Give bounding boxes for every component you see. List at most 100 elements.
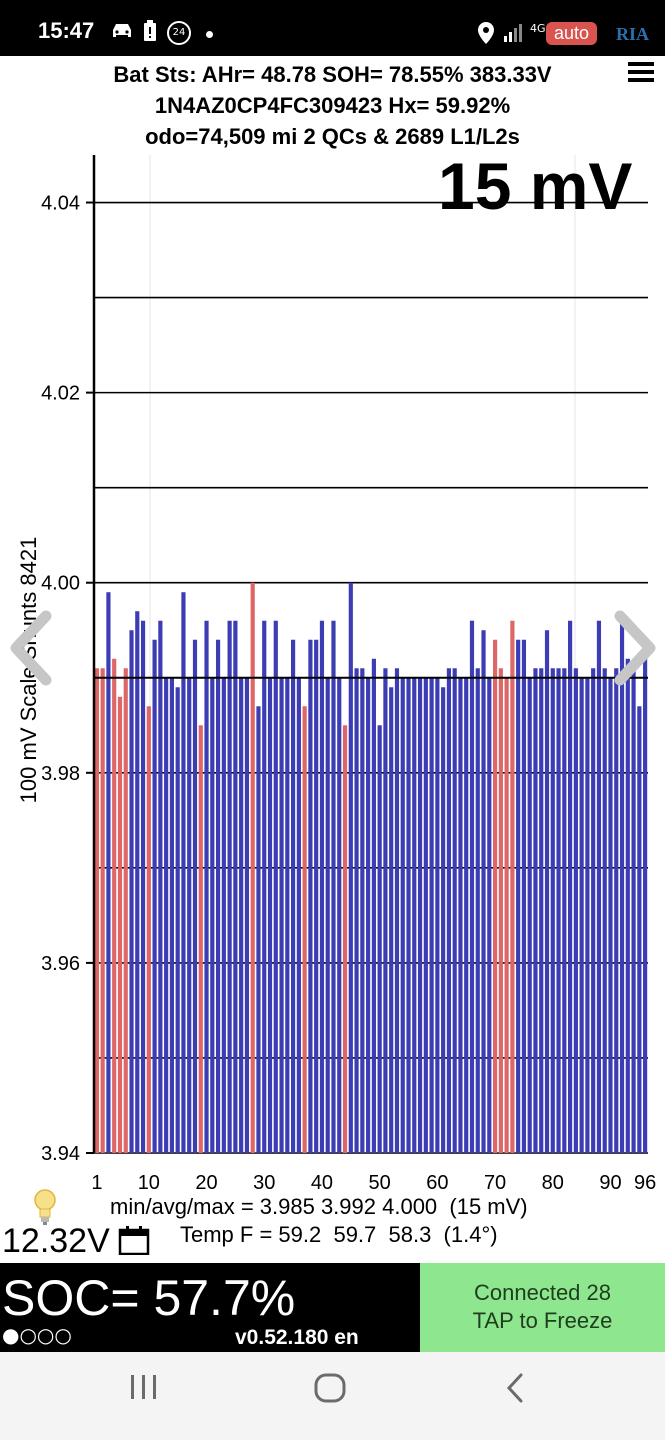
- bar-cell-75: [521, 639, 527, 1153]
- x-tick-label: 80: [542, 1172, 564, 1194]
- bar-cell-19: [198, 725, 203, 1153]
- x-tick-label: 1: [91, 1172, 102, 1194]
- bar-cell-30: [262, 620, 267, 1153]
- bar-cell-17: [187, 677, 192, 1153]
- bar-cell-31: [267, 677, 273, 1153]
- bar-cell-85: [579, 677, 584, 1153]
- signal-icon: [503, 24, 523, 47]
- bar-cell-53: [394, 668, 400, 1153]
- x-tick-label: 50: [369, 1172, 391, 1194]
- bar-cell-50: [377, 725, 382, 1153]
- bar-cell-18: [192, 639, 198, 1153]
- x-tick-label: 30: [253, 1172, 275, 1194]
- bar-cell-89: [602, 668, 607, 1153]
- bar-cell-42: [331, 620, 336, 1153]
- battery-alert-icon: [143, 20, 157, 47]
- freeze-button[interactable]: Connected 28 TAP to Freeze: [420, 1263, 665, 1352]
- dot-icon: [206, 31, 213, 38]
- bar-cell-2: [100, 668, 105, 1153]
- prev-page-icon[interactable]: [6, 610, 54, 704]
- bar-cell-12: [158, 620, 163, 1153]
- battery-status-header: Bat Sts: AHr= 48.78 SOH= 78.55% 383.33V …: [0, 58, 665, 151]
- bar-cell-8: [135, 611, 140, 1153]
- bar-cell-73: [510, 620, 515, 1153]
- next-page-icon[interactable]: [612, 610, 660, 704]
- bar-cell-59: [429, 677, 434, 1153]
- status-bar: 15:47 24 4G auto RIA: [0, 0, 665, 56]
- bar-cell-87: [591, 668, 596, 1153]
- system-nav-bar: [0, 1352, 665, 1440]
- badge-24-icon: 24: [167, 21, 191, 45]
- bar-cell-33: [279, 677, 284, 1153]
- x-tick-label: 60: [426, 1172, 448, 1194]
- bar-cell-55: [406, 677, 411, 1153]
- bar-cell-34: [285, 677, 290, 1153]
- bar-cell-74: [516, 639, 521, 1153]
- bar-cell-64: [458, 677, 463, 1153]
- location-icon: [478, 22, 494, 49]
- status-time: 15:47: [38, 18, 95, 43]
- bar-cell-76: [527, 677, 532, 1153]
- page-dots-indicator: ●○○○: [2, 1323, 72, 1347]
- y-tick-label: 3.98: [41, 763, 80, 785]
- range-label: 15 mV: [438, 149, 633, 223]
- watermark-ria: RIA: [616, 24, 650, 44]
- connection-status: Connected 28: [474, 1280, 611, 1305]
- bar-cell-61: [441, 687, 446, 1153]
- freeze-hint: TAP to Freeze: [472, 1308, 613, 1333]
- menu-icon[interactable]: [628, 62, 654, 86]
- bar-cell-49: [371, 658, 376, 1153]
- car-icon: [110, 20, 134, 45]
- bar-cell-71: [498, 668, 503, 1153]
- bar-cell-15: [175, 687, 180, 1153]
- bar-cell-95: [637, 706, 642, 1153]
- bar-cell-16: [181, 592, 186, 1153]
- y-tick-label: 4.04: [41, 193, 80, 215]
- bar-cell-36: [296, 677, 301, 1153]
- temperature-text: Temp F = 59.2 59.7 58.3 (1.4°): [180, 1222, 498, 1247]
- watermark-logo: auto RIA: [546, 20, 658, 52]
- bar-cell-77: [533, 668, 538, 1153]
- soc-panel[interactable]: SOC= 57.7% ●○○○ v0.52.180 en: [0, 1263, 420, 1352]
- 4g-icon: 4G: [530, 22, 546, 35]
- bar-cell-14: [169, 677, 174, 1153]
- x-tick-label: 40: [311, 1172, 333, 1194]
- bar-cell-25: [233, 620, 238, 1153]
- cell-voltage-chart[interactable]: 4.04 4.02 4.00 3.98 3.96 3.94 1 10 20 30 40 50 60 70 8…: [0, 150, 665, 1195]
- bar-cell-69: [487, 677, 492, 1153]
- bar-cell-9: [140, 620, 146, 1153]
- bar-cell-54: [400, 677, 405, 1153]
- bar-cell-32: [273, 620, 278, 1153]
- y-tick-label: 3.94: [41, 1143, 80, 1165]
- lightbulb-icon[interactable]: [32, 1188, 58, 1231]
- bar-cell-24: [227, 620, 232, 1153]
- bar-cell-91: [614, 668, 619, 1153]
- bar-cell-27: [244, 677, 250, 1153]
- bar-cell-7: [129, 630, 134, 1153]
- calendar-icon[interactable]: [118, 1225, 150, 1256]
- bar-cell-3: [106, 592, 111, 1153]
- x-tick-label: 10: [138, 1172, 160, 1194]
- bar-cell-45: [348, 582, 353, 1153]
- recent-apps-icon[interactable]: [128, 1372, 160, 1406]
- bar-cell-70: [492, 639, 498, 1153]
- odometer-line: odo=74,509 mi 2 QCs & 2689 L1/L2s: [145, 124, 520, 149]
- bar-cell-82: [562, 668, 567, 1153]
- bar-cell-38: [308, 639, 313, 1153]
- bar-cell-48: [366, 677, 371, 1153]
- x-tick-label: 96: [634, 1172, 656, 1194]
- bar-cell-56: [412, 677, 417, 1153]
- bar-cell-4: [112, 658, 117, 1153]
- bar-cell-72: [504, 677, 509, 1153]
- back-icon[interactable]: [503, 1372, 529, 1408]
- bar-cell-40: [319, 620, 325, 1153]
- bar-cell-22: [215, 639, 221, 1153]
- bar-cell-41: [325, 677, 330, 1153]
- bar-cell-67: [475, 668, 480, 1153]
- bar-cell-96: [643, 658, 648, 1153]
- x-tick-label: 70: [484, 1172, 506, 1194]
- bar-cell-23: [221, 677, 226, 1153]
- bar-cell-20: [204, 620, 209, 1153]
- home-icon[interactable]: [313, 1372, 347, 1408]
- bar-cell-84: [573, 668, 578, 1153]
